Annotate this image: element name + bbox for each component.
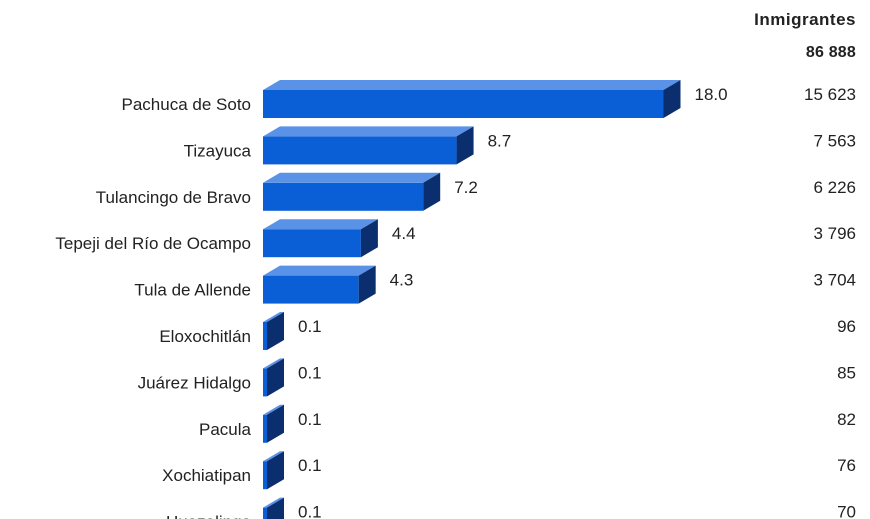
bar-front <box>263 368 267 397</box>
value-label: 0.1 <box>298 410 322 429</box>
value-label: 4.4 <box>392 224 416 243</box>
bar-side <box>663 80 681 118</box>
immigrants-value: 70 <box>837 503 856 519</box>
category-label: Tulancingo de Bravo <box>96 188 251 207</box>
bar-top <box>263 265 376 276</box>
bar-top <box>263 172 441 183</box>
category-label: Huazalingo <box>166 513 251 519</box>
value-label: 0.1 <box>298 363 322 382</box>
bar-side <box>423 172 441 211</box>
value-label: 18.0 <box>695 85 728 104</box>
bar-front <box>263 322 267 350</box>
immigrants-value: 85 <box>837 363 856 382</box>
value-label: 0.1 <box>298 456 322 475</box>
immigrants-value: 3 796 <box>813 224 856 243</box>
immigrants-value: 76 <box>837 456 856 475</box>
bar-side <box>267 497 284 519</box>
total-inmigrantes: 86 888 <box>805 44 856 61</box>
category-label: Tula de Allende <box>134 281 251 300</box>
value-label: 0.1 <box>298 317 322 336</box>
value-label: 0.1 <box>298 503 322 519</box>
bar-side <box>358 265 376 304</box>
bar-top <box>263 497 284 508</box>
bar-front <box>263 507 267 519</box>
immigrants-value: 7 563 <box>813 131 856 150</box>
immigrants-value: 3 704 <box>813 271 856 290</box>
category-label: Juárez Hidalgo <box>138 373 251 392</box>
bar-front <box>263 136 457 165</box>
category-label: Pachuca de Soto <box>122 95 251 114</box>
category-label: Eloxochitlán <box>159 327 251 346</box>
bar-top <box>263 80 681 90</box>
immigrants-value: 15 623 <box>804 85 856 104</box>
bar-side <box>267 312 284 350</box>
immigrants-value: 82 <box>837 410 856 429</box>
bar-side <box>267 358 284 397</box>
bar-top <box>263 358 284 369</box>
bar-front <box>263 414 267 443</box>
category-label: Pacula <box>199 420 252 439</box>
immigrants-value: 6 226 <box>813 178 856 197</box>
bar-front <box>263 90 664 118</box>
value-label: 8.7 <box>488 131 512 150</box>
bar-front <box>263 229 361 258</box>
bar-side <box>267 404 284 443</box>
bar-front <box>263 461 267 490</box>
bar-top <box>263 451 284 462</box>
value-label: 4.3 <box>390 271 414 290</box>
immigrants-value: 96 <box>837 317 856 336</box>
category-label: Xochiatipan <box>162 466 251 485</box>
bar-top <box>263 312 284 322</box>
value-label: 7.2 <box>454 178 478 197</box>
bar-side <box>267 451 284 490</box>
bar-top <box>263 126 474 137</box>
bar-top <box>263 404 284 415</box>
bar-side <box>360 219 378 258</box>
category-label: Tepeji del Río de Ocampo <box>55 234 251 253</box>
bar-front <box>263 275 359 304</box>
bar-side <box>456 126 474 165</box>
bar-front <box>263 182 424 211</box>
column-header-inmigrantes: Inmigrantes <box>754 10 856 29</box>
bar-top <box>263 219 378 230</box>
category-label: Tizayuca <box>184 141 252 160</box>
